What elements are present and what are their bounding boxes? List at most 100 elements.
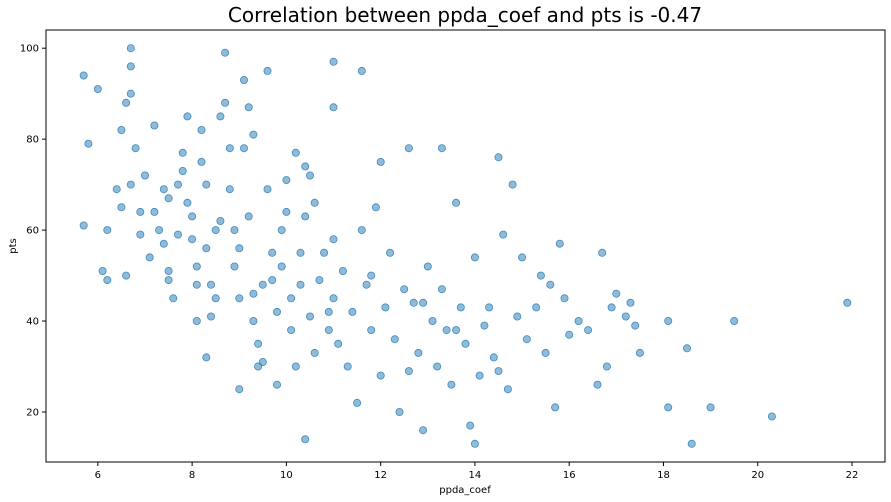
data-point (368, 272, 375, 279)
data-point (292, 363, 299, 370)
data-point (665, 404, 672, 411)
data-point (509, 181, 516, 188)
data-point (288, 327, 295, 334)
data-point (330, 58, 337, 65)
x-tick-label: 6 (95, 470, 101, 481)
data-point (203, 245, 210, 252)
x-axis-label: ppda_coef (439, 485, 491, 496)
data-point (405, 145, 412, 152)
data-point (636, 349, 643, 356)
data-point (537, 272, 544, 279)
data-point (127, 90, 134, 97)
data-point (217, 113, 224, 120)
data-point (486, 304, 493, 311)
data-point (613, 290, 620, 297)
data-point (259, 281, 266, 288)
x-tick-label: 8 (189, 470, 195, 481)
data-point (438, 145, 445, 152)
data-point (490, 354, 497, 361)
data-point (387, 249, 394, 256)
data-point (141, 172, 148, 179)
data-point (146, 254, 153, 261)
data-point (273, 381, 280, 388)
data-point (349, 308, 356, 315)
data-point (255, 340, 262, 347)
data-point (354, 399, 361, 406)
data-point (377, 372, 384, 379)
chart-title: Correlation between ppda_coef and pts is… (228, 3, 702, 27)
data-point (547, 281, 554, 288)
x-tick-label: 16 (563, 470, 576, 481)
data-point (165, 195, 172, 202)
data-point (207, 281, 214, 288)
data-point (250, 131, 257, 138)
data-point (170, 295, 177, 302)
data-point (104, 277, 111, 284)
data-point (382, 304, 389, 311)
data-point (269, 249, 276, 256)
data-point (255, 363, 262, 370)
data-point (476, 372, 483, 379)
data-point (198, 158, 205, 165)
x-tick-label: 22 (846, 470, 859, 481)
data-point (179, 167, 186, 174)
data-point (184, 199, 191, 206)
data-point (278, 227, 285, 234)
data-point (165, 277, 172, 284)
data-point (127, 181, 134, 188)
data-point (420, 427, 427, 434)
data-point (481, 322, 488, 329)
data-point (575, 317, 582, 324)
data-point (325, 308, 332, 315)
data-point (325, 327, 332, 334)
data-point (80, 72, 87, 79)
data-point (410, 299, 417, 306)
data-point (292, 149, 299, 156)
data-point (561, 295, 568, 302)
data-point (504, 386, 511, 393)
data-point (174, 231, 181, 238)
data-point (311, 199, 318, 206)
data-point (85, 140, 92, 147)
data-point (297, 249, 304, 256)
data-point (236, 245, 243, 252)
data-point (179, 149, 186, 156)
data-point (306, 172, 313, 179)
data-point (363, 281, 370, 288)
data-point (443, 327, 450, 334)
data-point (236, 295, 243, 302)
data-point (306, 313, 313, 320)
data-point (264, 186, 271, 193)
data-point (217, 217, 224, 224)
data-point (523, 336, 530, 343)
data-point (250, 290, 257, 297)
data-point (594, 381, 601, 388)
data-point (339, 267, 346, 274)
data-point (231, 227, 238, 234)
data-point (226, 186, 233, 193)
data-point (311, 349, 318, 356)
data-point (358, 227, 365, 234)
data-point (415, 349, 422, 356)
data-point (424, 263, 431, 270)
data-point (160, 186, 167, 193)
data-point (123, 99, 130, 106)
data-point (278, 263, 285, 270)
data-point (193, 281, 200, 288)
data-point (321, 249, 328, 256)
data-point (396, 408, 403, 415)
data-point (302, 213, 309, 220)
data-point (438, 286, 445, 293)
data-point (429, 317, 436, 324)
data-point (283, 208, 290, 215)
data-point (118, 204, 125, 211)
data-point (401, 286, 408, 293)
data-point (495, 368, 502, 375)
data-point (731, 317, 738, 324)
data-point (330, 236, 337, 243)
data-point (226, 145, 233, 152)
data-point (151, 122, 158, 129)
data-point (137, 231, 144, 238)
